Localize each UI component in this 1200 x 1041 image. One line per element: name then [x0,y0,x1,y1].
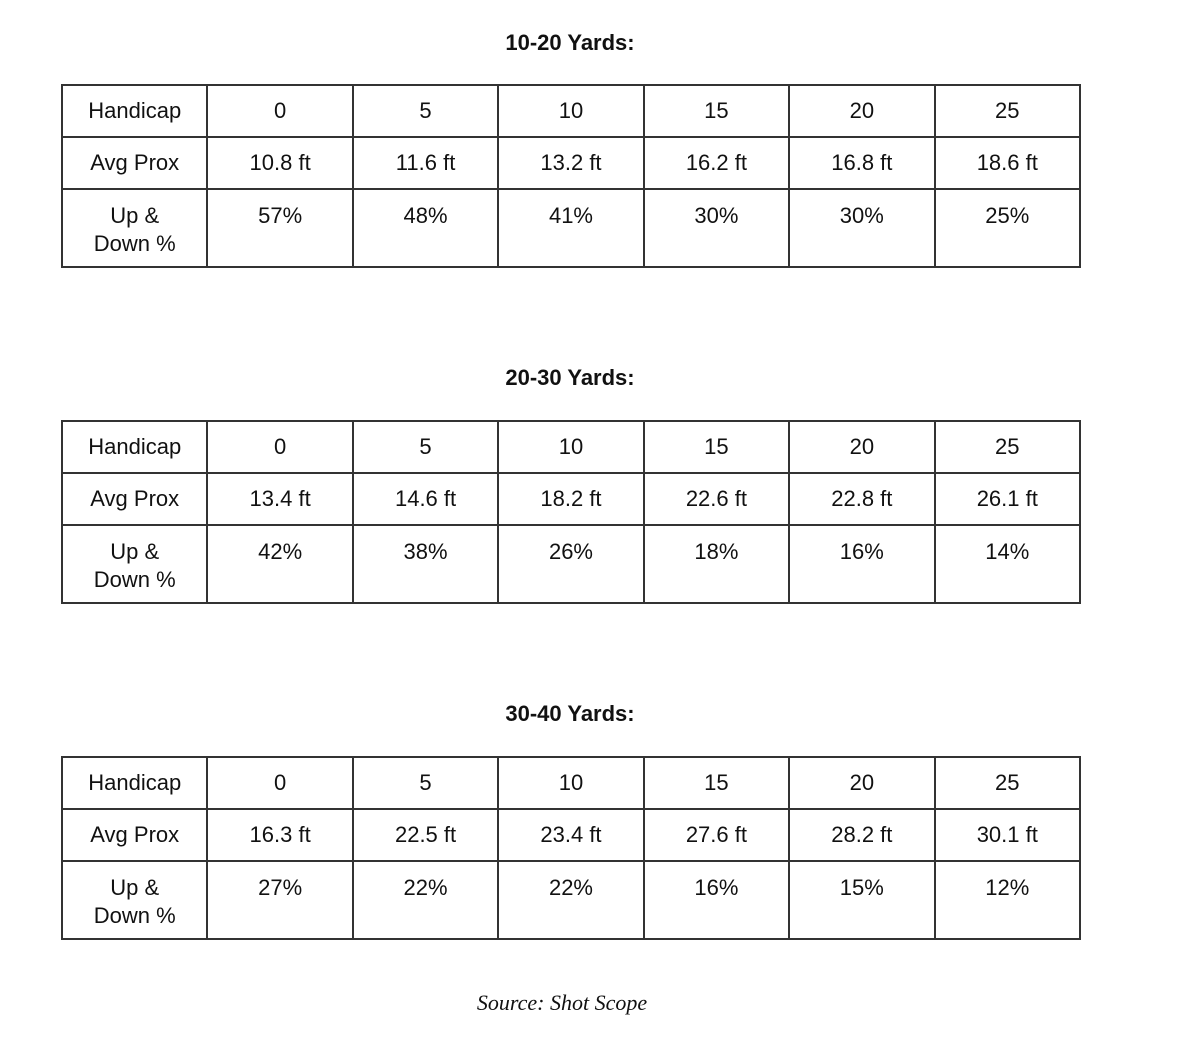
handicap-cell: 15 [642,756,791,810]
handicap-cell: 10 [497,84,645,138]
handicap-cell: 5 [351,756,500,810]
updown-cell: 48% [351,188,500,268]
section-title-30-40: 30-40 Yards: [505,701,635,726]
row-label-up-down: Up & Down % [60,860,209,940]
table-row-up-down: Up & Down % 57% 48% 41% 30% 30% 25% [60,188,1082,268]
prox-cell: 11.6 ft [351,136,500,190]
row-label-handicap: Handicap [60,756,209,810]
updown-cell: 30% [642,188,791,268]
handicap-cell: 10 [497,420,645,474]
prox-cell: 16.3 ft [206,808,354,862]
prox-cell: 30.1 ft [933,808,1082,862]
table-row-handicap: Handicap 0 5 10 15 20 25 [60,84,1082,138]
updown-cell: 12% [933,860,1082,940]
table-row-avg-prox: Avg Prox 16.3 ft 22.5 ft 23.4 ft 27.6 ft… [60,808,1082,862]
prox-cell: 22.5 ft [351,808,500,862]
prox-cell: 23.4 ft [497,808,645,862]
prox-cell: 22.6 ft [642,472,791,526]
label-line: Down % [93,231,176,256]
table-row-handicap: Handicap 0 5 10 15 20 25 [60,756,1082,810]
handicap-cell: 5 [351,420,500,474]
handicap-cell: 25 [933,420,1082,474]
prox-cell: 16.2 ft [642,136,791,190]
table-row-handicap: Handicap 0 5 10 15 20 25 [60,420,1082,474]
handicap-cell: 15 [642,420,791,474]
updown-cell: 22% [351,860,500,940]
label-line: Up & [110,203,160,228]
prox-cell: 22.8 ft [788,472,936,526]
table-row-up-down: Up & Down % 27% 22% 22% 16% 15% 12% [60,860,1082,940]
prox-cell: 26.1 ft [933,472,1082,526]
prox-cell: 28.2 ft [788,808,936,862]
table-30-40-yards: Handicap 0 5 10 15 20 25 Avg Prox 16.3 f… [60,756,1082,940]
handicap-cell: 10 [497,756,645,810]
prox-cell: 18.6 ft [933,136,1082,190]
handicap-cell: 15 [642,84,791,138]
table-row-up-down: Up & Down % 42% 38% 26% 18% 16% 14% [60,524,1082,604]
prox-cell: 13.4 ft [206,472,354,526]
updown-cell: 18% [642,524,791,604]
label-line: Up & [110,875,160,900]
updown-cell: 14% [933,524,1082,604]
updown-cell: 27% [206,860,354,940]
updown-cell: 30% [788,188,936,268]
updown-cell: 25% [933,188,1082,268]
handicap-cell: 20 [788,756,936,810]
prox-cell: 18.2 ft [497,472,645,526]
updown-cell: 41% [497,188,645,268]
updown-cell: 15% [788,860,936,940]
row-label-avg-prox: Avg Prox [60,808,209,862]
handicap-cell: 20 [788,84,936,138]
handicap-cell: 0 [206,756,354,810]
prox-cell: 16.8 ft [788,136,936,190]
table-10-20-yards: Handicap 0 5 10 15 20 25 Avg Prox 10.8 f… [60,84,1082,268]
source-caption: Source: Shot Scope [476,990,648,1015]
updown-cell: 22% [497,860,645,940]
row-label-avg-prox: Avg Prox [60,472,209,526]
updown-cell: 26% [497,524,645,604]
prox-cell: 14.6 ft [351,472,500,526]
table-row-avg-prox: Avg Prox 10.8 ft 11.6 ft 13.2 ft 16.2 ft… [60,136,1082,190]
prox-cell: 13.2 ft [497,136,645,190]
prox-cell: 10.8 ft [206,136,354,190]
label-line: Down % [93,903,176,928]
handicap-cell: 5 [351,84,500,138]
updown-cell: 57% [206,188,354,268]
updown-cell: 38% [351,524,500,604]
row-label-avg-prox: Avg Prox [60,136,209,190]
prox-cell: 27.6 ft [642,808,791,862]
updown-cell: 16% [788,524,936,604]
table-20-30-yards: Handicap 0 5 10 15 20 25 Avg Prox 13.4 f… [60,420,1082,604]
updown-cell: 16% [642,860,791,940]
row-label-up-down: Up & Down % [60,524,209,604]
row-label-up-down: Up & Down % [60,188,209,268]
row-label-handicap: Handicap [60,84,209,138]
handicap-cell: 20 [788,420,936,474]
row-label-handicap: Handicap [60,420,209,474]
label-line: Down % [93,567,176,592]
handicap-cell: 25 [933,84,1082,138]
table-row-avg-prox: Avg Prox 13.4 ft 14.6 ft 18.2 ft 22.6 ft… [60,472,1082,526]
section-title-20-30: 20-30 Yards: [505,365,635,390]
section-title-10-20: 10-20 Yards: [505,30,635,55]
handicap-cell: 0 [206,420,354,474]
label-line: Up & [110,539,160,564]
updown-cell: 42% [206,524,354,604]
handicap-cell: 25 [933,756,1082,810]
handicap-cell: 0 [206,84,354,138]
